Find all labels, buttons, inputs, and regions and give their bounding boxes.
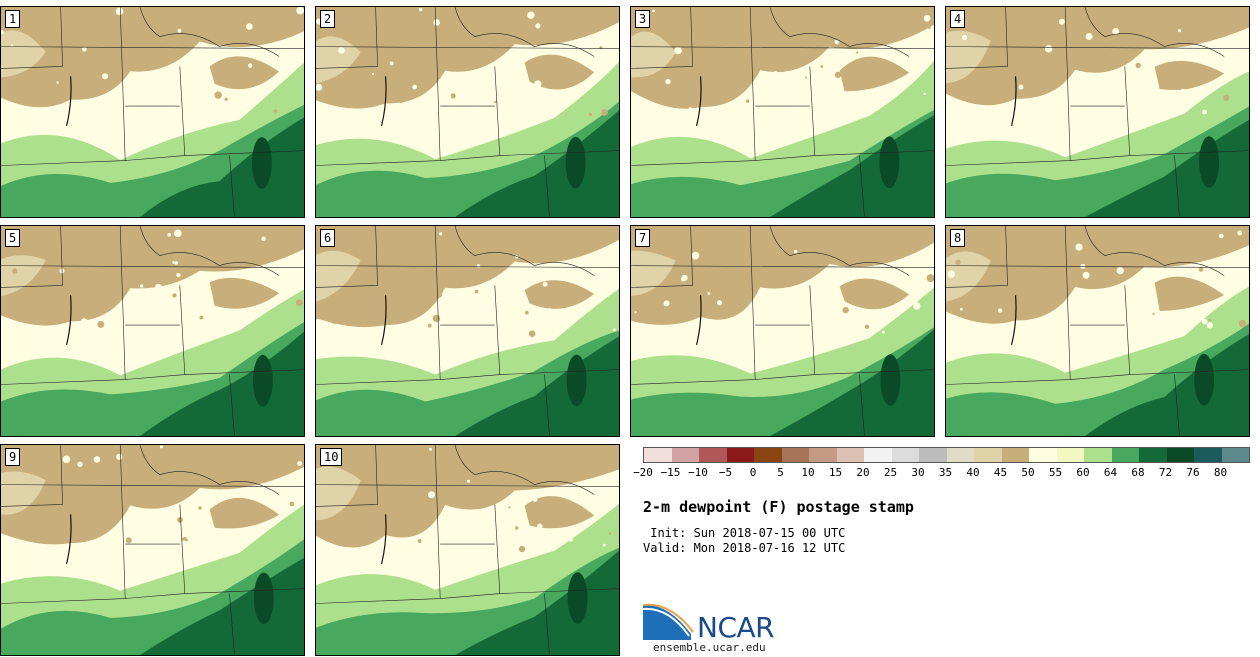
colorbar-tick-label: 64 xyxy=(1103,466,1118,479)
stamp-number: 9 xyxy=(5,448,21,466)
colorbar-swatch xyxy=(974,448,1002,462)
colorbar-swatch xyxy=(754,448,782,462)
stamp-map-7: 7 xyxy=(630,225,935,437)
colorbar-swatch xyxy=(1166,448,1194,462)
colorbar xyxy=(643,447,1250,463)
stamp-map-10: 10 xyxy=(315,444,620,656)
site-url: ensemble.ucar.edu xyxy=(653,641,766,654)
colorbar-swatch xyxy=(1029,448,1057,462)
colorbar-tick-label: 80 xyxy=(1213,466,1228,479)
colorbar-swatch xyxy=(1221,448,1249,462)
colorbar-swatch xyxy=(699,448,727,462)
colorbar-swatch xyxy=(1084,448,1112,462)
stamp-number: 8 xyxy=(950,229,966,247)
colorbar-tick-label: 50 xyxy=(1021,466,1035,479)
colorbar-swatch xyxy=(864,448,892,462)
colorbar-swatch xyxy=(1056,448,1084,462)
stamp-number: 5 xyxy=(5,229,21,247)
colorbar-ticks: −20 −15 −10 −5 0 5 10 15 20 25 30 35 40 45 50 55 60 64 68 7… xyxy=(633,466,1260,480)
ncar-logo-icon xyxy=(643,603,694,640)
stamp-number: 2 xyxy=(320,10,336,28)
stamp-map-2: 2 xyxy=(315,6,620,218)
colorbar-swatch xyxy=(671,448,699,462)
colorbar-tick-label: 68 xyxy=(1131,466,1145,479)
stamp-map-3: 3 xyxy=(630,6,935,218)
colorbar-swatch xyxy=(781,448,809,462)
plot-title: 2-m dewpoint (F) postage stamp xyxy=(643,498,914,516)
colorbar-tick-label: 35 xyxy=(938,466,953,479)
colorbar-swatch xyxy=(1194,448,1222,462)
colorbar-tick-label: −15 xyxy=(660,466,681,479)
colorbar-tick-label: 40 xyxy=(966,466,980,479)
stamp-number: 7 xyxy=(635,229,651,247)
colorbar-tick-label: −5 xyxy=(718,466,733,479)
colorbar-swatch xyxy=(809,448,837,462)
colorbar-swatch xyxy=(919,448,947,462)
stamp-number: 6 xyxy=(320,229,336,247)
colorbar-tick-label: −20 xyxy=(633,466,653,479)
stamp-map-6: 6 xyxy=(315,225,620,437)
colorbar-tick-label: 0 xyxy=(749,466,757,479)
colorbar-tick-label: 30 xyxy=(911,466,925,479)
stamp-map-9: 9 xyxy=(0,444,305,656)
colorbar-tick-label: 60 xyxy=(1076,466,1090,479)
colorbar-tick-label: 15 xyxy=(828,466,843,479)
stamp-number: 3 xyxy=(635,10,651,28)
colorbar-tick-label: 10 xyxy=(801,466,815,479)
colorbar-swatch xyxy=(1139,448,1167,462)
colorbar-tick-label: 20 xyxy=(856,466,870,479)
colorbar-swatch xyxy=(644,448,672,462)
stamp-number: 4 xyxy=(950,10,966,28)
colorbar-tick-label: 76 xyxy=(1186,466,1200,479)
colorbar-tick-label: 45 xyxy=(993,466,1008,479)
colorbar-tick-label: −10 xyxy=(688,466,708,479)
colorbar-swatch xyxy=(1001,448,1029,462)
init-time: Init: Sun 2018-07-15 00 UTC xyxy=(643,526,846,540)
stamp-map-5: 5 xyxy=(0,225,305,437)
valid-time: Valid: Mon 2018-07-16 12 UTC xyxy=(643,541,846,555)
stamp-map-4: 4 xyxy=(945,6,1250,218)
colorbar-tick-label: 5 xyxy=(777,466,784,479)
stamp-map-8: 8 xyxy=(945,225,1250,437)
colorbar-swatch xyxy=(1111,448,1139,462)
colorbar-tick-label: 55 xyxy=(1048,466,1063,479)
colorbar-tick-label: 72 xyxy=(1158,466,1173,479)
stamp-map-1: 1 xyxy=(0,6,305,218)
colorbar-swatch xyxy=(726,448,754,462)
colorbar-swatch xyxy=(946,448,974,462)
stamp-number: 1 xyxy=(5,10,21,28)
colorbar-tick-label: 25 xyxy=(883,466,898,479)
ncar-logo-text: NCAR xyxy=(697,611,775,644)
stamp-number: 10 xyxy=(320,448,343,466)
colorbar-swatch xyxy=(836,448,864,462)
colorbar-swatch xyxy=(891,448,919,462)
